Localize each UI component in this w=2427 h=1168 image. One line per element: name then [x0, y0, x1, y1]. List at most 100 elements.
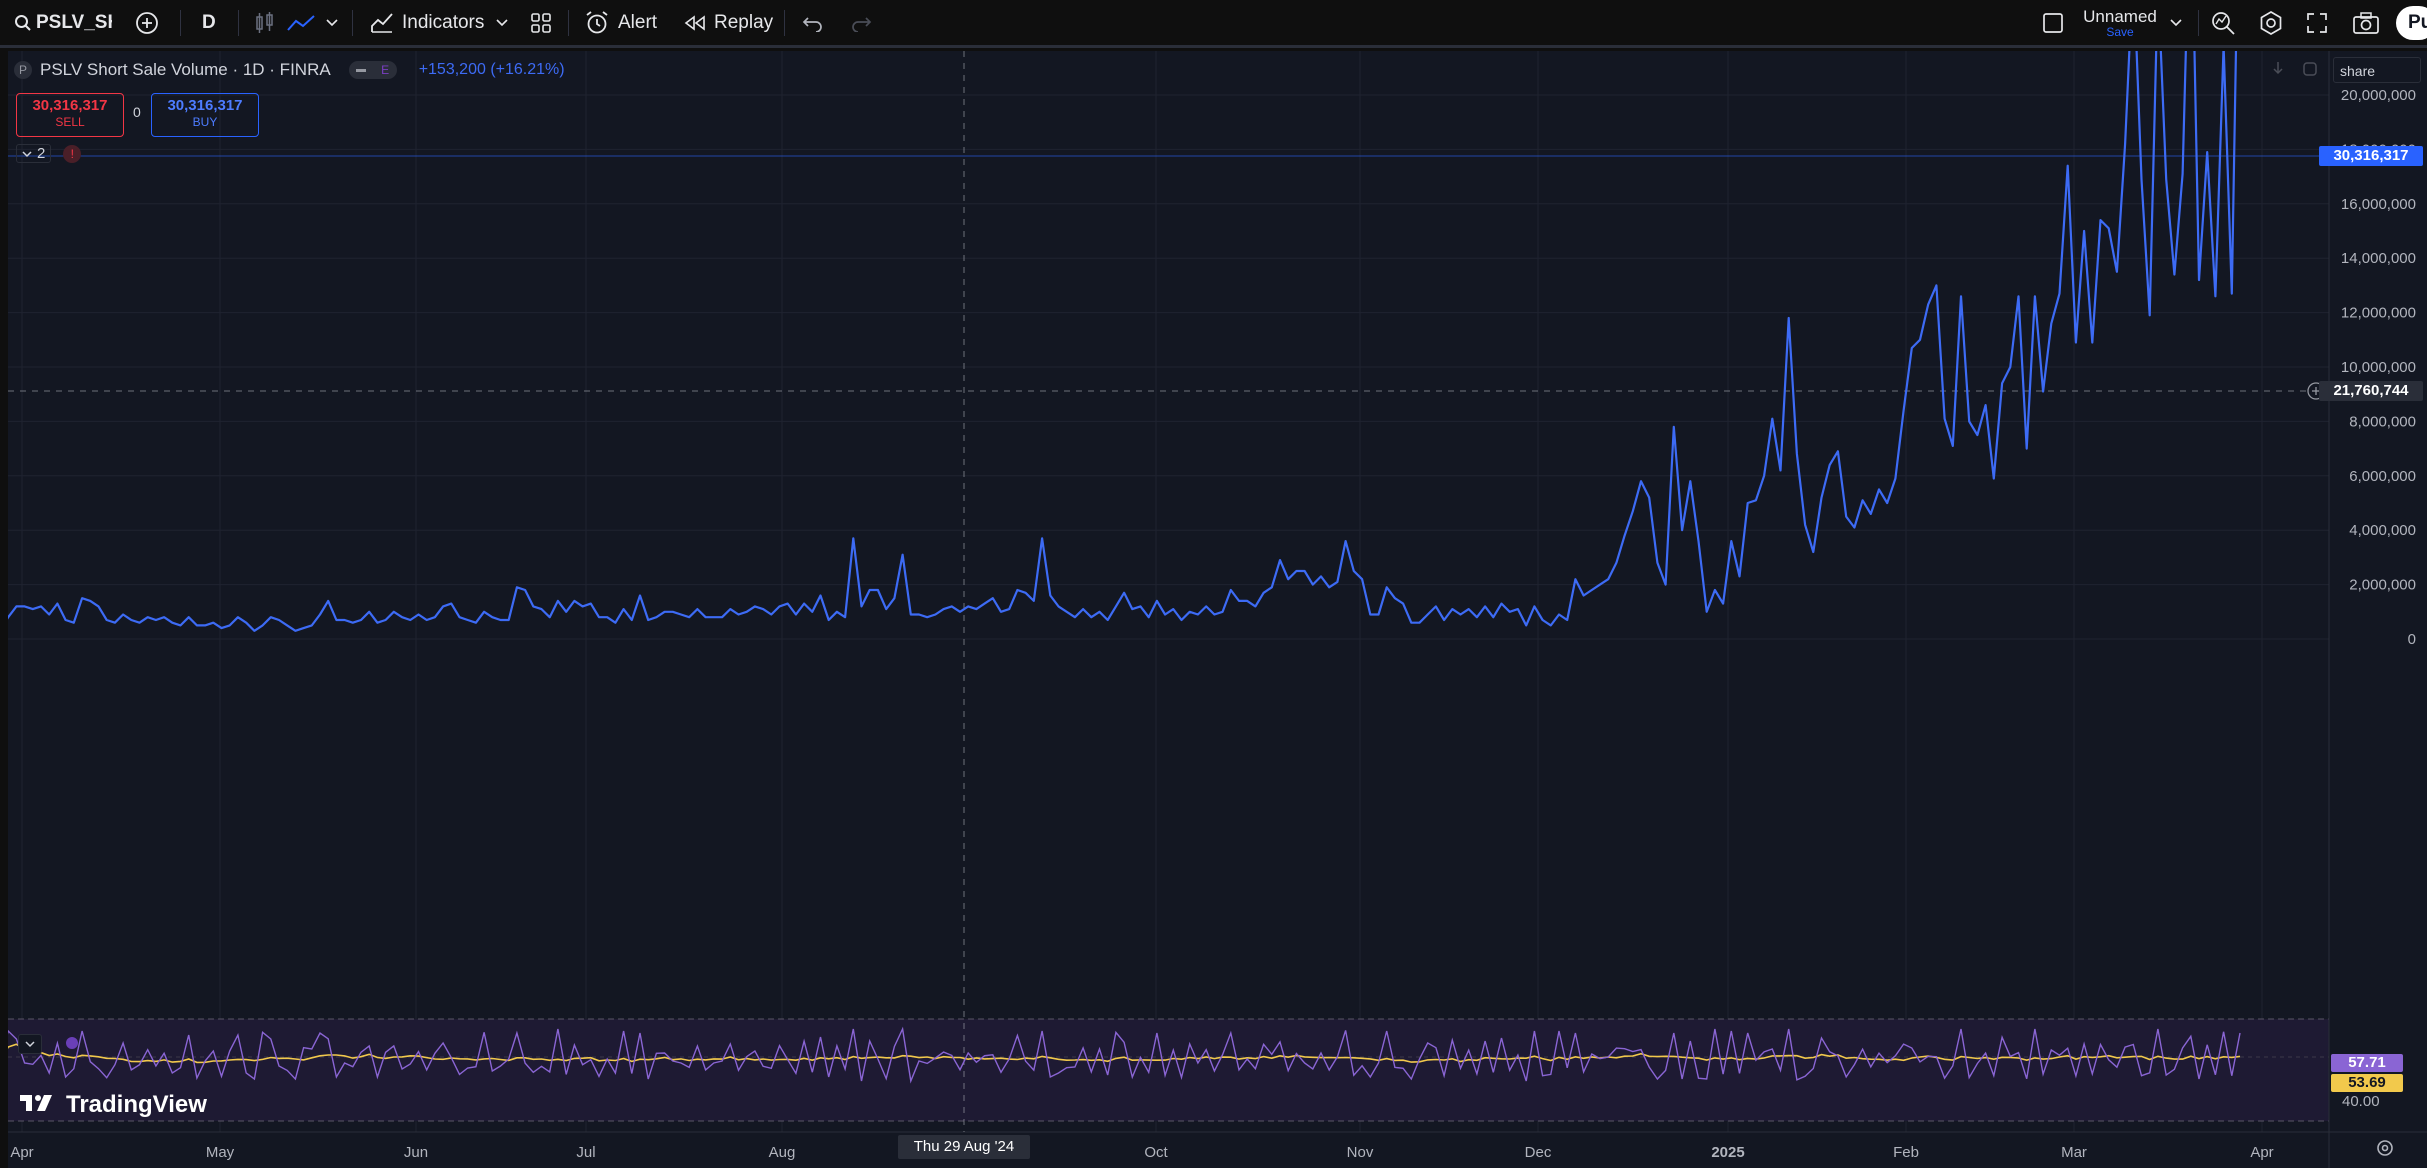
collapse-indicators-button[interactable]: 2 — [16, 144, 52, 163]
undo-button[interactable] — [802, 0, 824, 46]
chart-grid — [8, 51, 2329, 1132]
series-title[interactable]: PSLV Short Sale Volume · 1D · FINRA — [40, 60, 331, 79]
last-value-tag: 30,316,317 — [2319, 146, 2423, 166]
layout-menu-dropdown[interactable] — [2170, 0, 2182, 46]
symbol-avatar: P — [14, 61, 32, 79]
price-unit-input[interactable]: share — [2333, 57, 2421, 83]
toggle-dash-icon — [356, 68, 367, 72]
time-axis-label: Nov — [1347, 1144, 1374, 1161]
visibility-toggle[interactable]: E — [348, 61, 397, 79]
symbol-search-button[interactable]: PSLV_SHO — [14, 0, 112, 46]
oscillator-pane — [8, 1019, 2329, 1121]
toolbar-divider — [2198, 10, 2199, 36]
candles-icon — [254, 11, 276, 35]
reset-chart-button[interactable] — [2302, 61, 2318, 82]
quick-search-button[interactable] — [2210, 0, 2236, 46]
collapse-pane-button[interactable] — [18, 1034, 42, 1054]
sell-price: 30,316,317 — [32, 97, 108, 114]
save-label: Save — [2106, 24, 2134, 39]
price-axis-label: 6,000,000 — [2349, 468, 2416, 485]
time-axis-label: Jul — [576, 1144, 595, 1161]
toolbar-divider — [568, 10, 569, 36]
time-axis-label: Aug — [769, 1144, 796, 1161]
redo-button[interactable] — [850, 0, 872, 46]
chevron-down-icon — [22, 145, 32, 162]
time-axis-label: Feb — [1893, 1144, 1919, 1161]
snapshot-button[interactable] — [2352, 0, 2380, 46]
oscillator-level-label: 40.00 — [2342, 1093, 2380, 1110]
indicators-dropdown[interactable] — [496, 0, 508, 46]
time-axis-label: Jun — [404, 1144, 428, 1161]
toolbar-divider — [180, 10, 181, 36]
tradingview-logo-icon — [18, 1092, 58, 1119]
fullscreen-icon — [2306, 12, 2328, 34]
indicator-count: 2 — [37, 145, 46, 162]
chevron-down-icon — [326, 19, 338, 27]
layout-name-button[interactable]: Unnamed Save — [2083, 0, 2157, 46]
earnings-badge: E — [381, 63, 390, 77]
line-chart-type-button[interactable] — [286, 0, 316, 46]
publish-button[interactable]: Pu — [2396, 6, 2427, 40]
layouts-button[interactable] — [530, 0, 552, 46]
indicators-button[interactable]: Indicators — [370, 0, 484, 46]
layout-toggle-button[interactable] — [2042, 0, 2064, 46]
scroll-to-latest-button[interactable] — [2271, 61, 2285, 80]
sell-button[interactable]: 30,316,317 SELL — [16, 93, 124, 137]
oscillator-value-tag: 57.71 — [2331, 1054, 2403, 1072]
line-chart-icon — [286, 13, 316, 33]
interval-button[interactable]: D — [202, 12, 216, 33]
price-axis-label: 0 — [2408, 631, 2416, 648]
price-axis-label: 16,000,000 — [2341, 196, 2416, 213]
settings-button[interactable] — [2258, 0, 2284, 46]
camera-icon — [2352, 11, 2380, 35]
signal-value-tag: 53.69 — [2331, 1074, 2403, 1092]
time-axis-label: Oct — [1144, 1144, 1168, 1161]
compare-symbol-button[interactable] — [134, 0, 160, 46]
tradingview-watermark[interactable]: TradingView — [18, 1091, 207, 1119]
indicator-collapse-row: 2 ! — [16, 144, 82, 163]
undo-icon — [802, 14, 824, 32]
chart-pane[interactable]: 32,000,00028,000,00026,000,00024,000,000… — [8, 51, 2427, 1168]
toolbar-divider — [784, 10, 785, 36]
buy-price: 30,316,317 — [167, 97, 243, 114]
reset-icon — [2302, 62, 2318, 81]
chart-canvas[interactable]: 32,000,00028,000,00026,000,00024,000,000… — [8, 51, 2427, 1168]
time-axis-label: Dec — [1525, 1144, 1552, 1161]
time-axis-label: Mar — [2061, 1144, 2087, 1161]
fullscreen-button[interactable] — [2306, 0, 2328, 46]
time-axis-ticks: Apr May Jun Jul Aug Oct Nov Dec 2025 Feb Mar Apr — [10, 1144, 2273, 1161]
time-axis-settings-button[interactable] — [2375, 1138, 2395, 1163]
alert-button[interactable]: Alert — [584, 0, 657, 46]
symbol-label: PSLV_SHO — [36, 12, 112, 33]
redo-icon — [850, 14, 872, 32]
alarm-clock-icon — [584, 10, 610, 36]
replay-label: Replay — [714, 12, 774, 33]
short-volume-series-line — [8, 51, 2238, 632]
oscillator-line — [8, 1026, 2241, 1084]
top-toolbar: PSLV_SHO D Indicators — [0, 0, 2427, 48]
indicators-icon — [370, 12, 394, 34]
candles-chart-type-button[interactable] — [254, 0, 276, 46]
square-icon — [2042, 12, 2064, 34]
chart-type-dropdown[interactable] — [326, 0, 338, 46]
grid-icon — [530, 12, 552, 34]
time-axis-label: Apr — [10, 1144, 33, 1161]
spread-value: 0 — [133, 104, 141, 120]
toolbar-divider — [238, 10, 239, 36]
sell-label: SELL — [55, 115, 85, 129]
warning-icon[interactable]: ! — [63, 144, 82, 163]
gear-icon — [2375, 1140, 2395, 1162]
price-axis-label: 8,000,000 — [2349, 413, 2416, 430]
layout-name: Unnamed — [2083, 6, 2157, 26]
price-axis-label: 20,000,000 — [2341, 87, 2416, 104]
time-axis-label: May — [206, 1144, 235, 1161]
chevron-down-icon — [25, 1035, 35, 1053]
chevron-down-icon — [496, 19, 508, 27]
indicators-label: Indicators — [402, 12, 485, 33]
search-icon — [14, 14, 32, 32]
crosshair-date-tag: Thu 29 Aug '24 — [898, 1135, 1030, 1159]
series-legend: P PSLV Short Sale Volume · 1D · FINRA E … — [14, 60, 565, 80]
toolbar-divider — [352, 10, 353, 36]
buy-button[interactable]: 30,316,317 BUY — [151, 93, 259, 137]
replay-button[interactable]: Replay — [684, 0, 773, 46]
